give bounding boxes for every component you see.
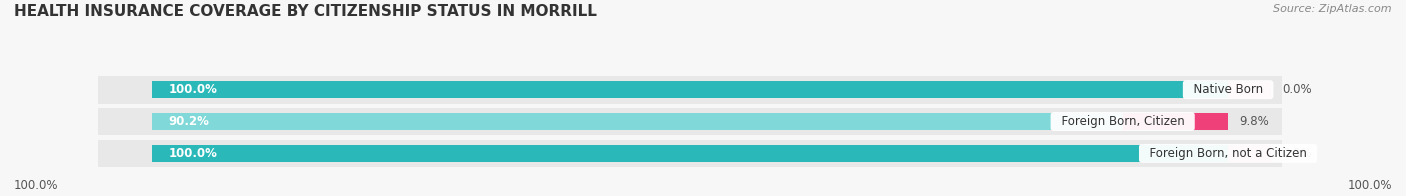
Text: 0.0%: 0.0% xyxy=(1282,147,1312,160)
Bar xyxy=(152,81,1227,98)
Bar xyxy=(1122,113,1227,130)
Text: Native Born: Native Born xyxy=(1185,83,1271,96)
Text: Source: ZipAtlas.com: Source: ZipAtlas.com xyxy=(1274,4,1392,14)
Text: 100.0%: 100.0% xyxy=(169,147,218,160)
Bar xyxy=(98,76,1282,103)
Text: 100.0%: 100.0% xyxy=(14,179,59,192)
Bar xyxy=(98,108,1282,135)
Text: Foreign Born, not a Citizen: Foreign Born, not a Citizen xyxy=(1142,147,1315,160)
Text: Foreign Born, Citizen: Foreign Born, Citizen xyxy=(1053,115,1192,128)
Text: 0.0%: 0.0% xyxy=(1282,83,1312,96)
Bar xyxy=(152,145,1227,162)
Text: 100.0%: 100.0% xyxy=(1347,179,1392,192)
Bar xyxy=(1227,81,1271,98)
Text: HEALTH INSURANCE COVERAGE BY CITIZENSHIP STATUS IN MORRILL: HEALTH INSURANCE COVERAGE BY CITIZENSHIP… xyxy=(14,4,598,19)
Text: 90.2%: 90.2% xyxy=(169,115,209,128)
Bar xyxy=(1227,145,1271,162)
Bar xyxy=(98,140,1282,167)
Bar xyxy=(152,113,1122,130)
Text: 9.8%: 9.8% xyxy=(1239,115,1268,128)
Text: 100.0%: 100.0% xyxy=(169,83,218,96)
